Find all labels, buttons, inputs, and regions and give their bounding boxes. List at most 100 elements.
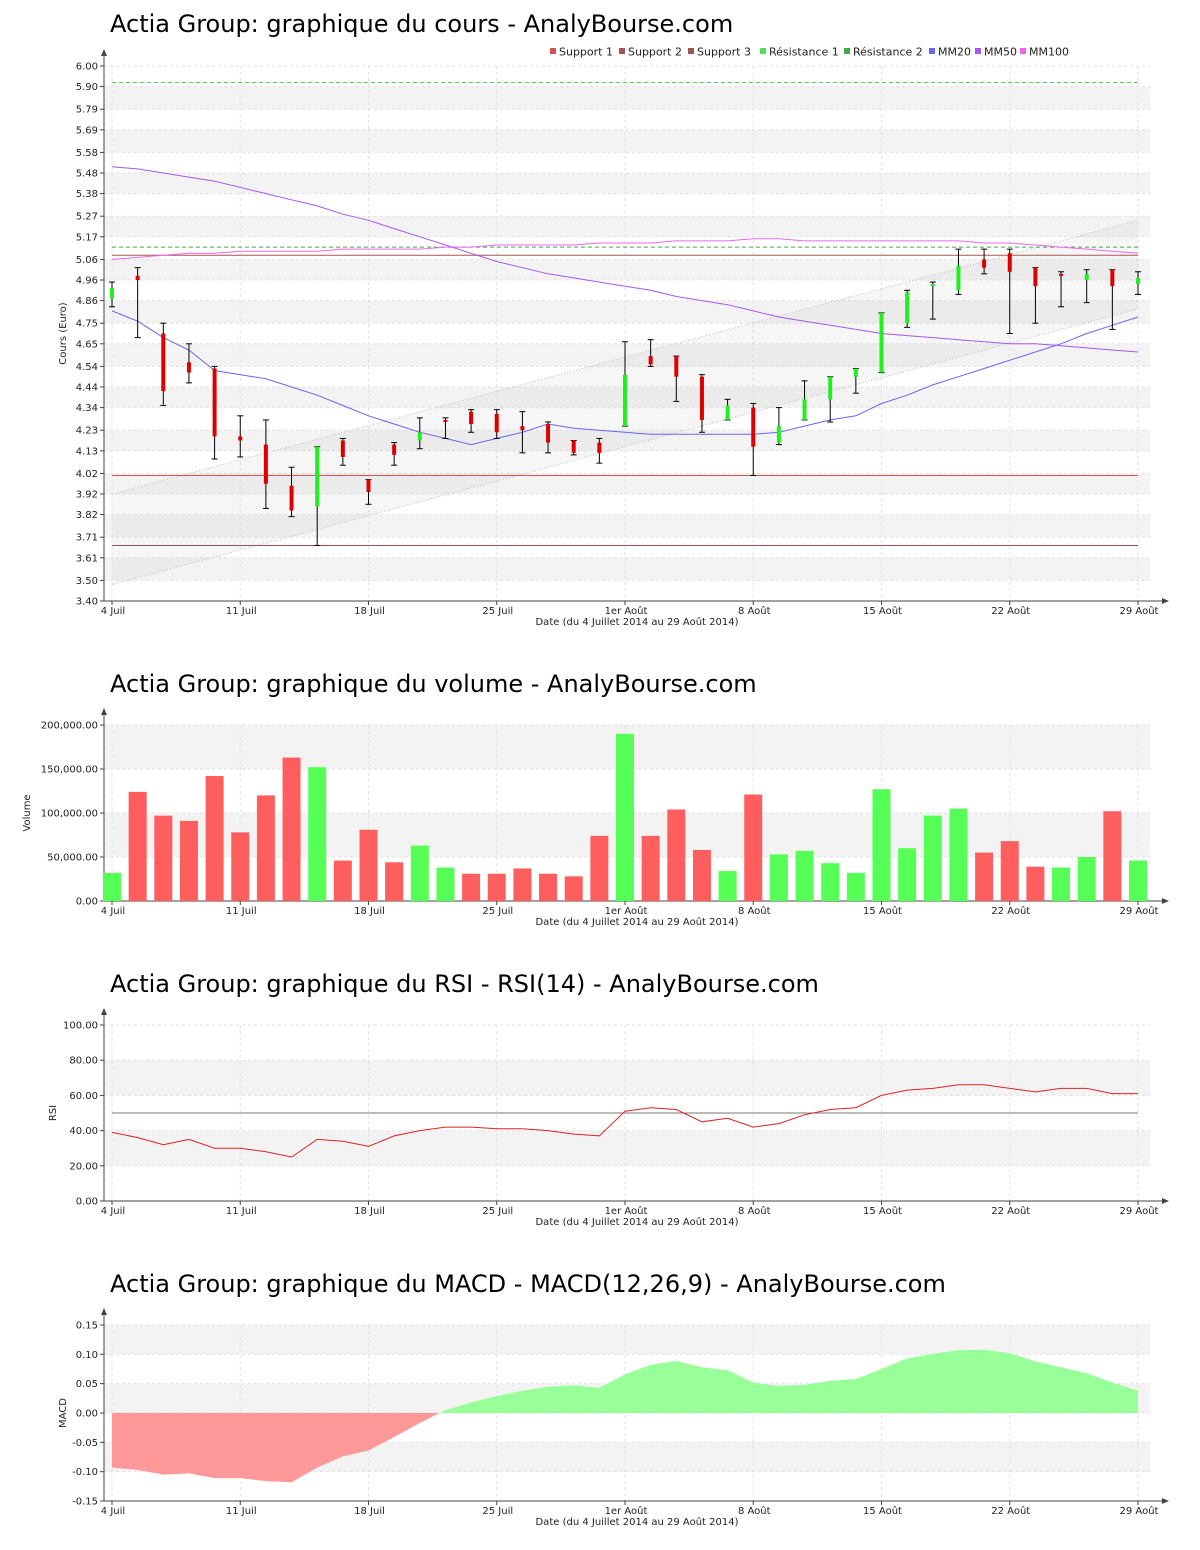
y-tick-label: 5.27 xyxy=(76,212,98,223)
x-tick-label: 4 Juil xyxy=(101,1506,125,1517)
y-tick-label: 0.00 xyxy=(76,1197,98,1208)
rsi-line xyxy=(111,1084,1138,1158)
mm50-line xyxy=(111,166,1139,353)
y-tick-label: 5.38 xyxy=(76,189,98,200)
candle-body xyxy=(1136,277,1140,285)
grid-band xyxy=(104,173,1150,194)
legend-label: MM50 xyxy=(984,46,1017,59)
volume-bar xyxy=(821,863,840,901)
candle-body xyxy=(982,259,987,268)
volume-bar xyxy=(718,871,737,901)
candle xyxy=(981,248,988,275)
candle xyxy=(570,440,577,456)
y-tick-label: 150,000.00 xyxy=(41,765,98,776)
candle xyxy=(493,409,500,439)
y-axis-title: Volume xyxy=(22,794,33,831)
x-tick-label: 11 Juil xyxy=(226,606,257,617)
volume-chart-title: Actia Group: graphique du volume - Analy… xyxy=(110,670,757,698)
rsi-chart: 0.00 20.00 40.00 60.00 80.00 100.00 4 Juil 11 J… xyxy=(48,1008,1169,1228)
candle-body xyxy=(1110,269,1115,287)
volume-bar xyxy=(282,757,301,901)
candle xyxy=(391,442,398,466)
candle xyxy=(801,380,808,421)
x-axis-title: Date (du 4 Juillet 2014 au 29 Août 2014) xyxy=(535,616,738,628)
candle-body xyxy=(289,485,294,511)
y-tick-label: 0.10 xyxy=(76,1350,98,1361)
volume-bar xyxy=(616,733,634,901)
legend-item: MM100 xyxy=(1020,46,1069,59)
candle-body xyxy=(623,374,627,427)
y-tick-label: 5.17 xyxy=(76,232,98,243)
volume-bar xyxy=(795,850,814,901)
y-tick-label: 0.00 xyxy=(76,897,98,908)
candle-body xyxy=(238,436,243,441)
candle-body xyxy=(161,333,166,392)
y-axis-title: RSI xyxy=(48,1105,59,1121)
legend-item: MM50 xyxy=(975,46,1017,59)
price-chart: 3.40 3.50 3.61 3.71 3.82 3.92 4.02 4.13 4.23 4.34… xyxy=(58,46,1169,628)
y-tick-label: 5.06 xyxy=(76,255,98,266)
candle-body xyxy=(1007,253,1012,272)
candle xyxy=(262,419,269,509)
candle-body xyxy=(1059,273,1064,276)
candle xyxy=(827,376,834,423)
x-tick-label: 25 Juil xyxy=(482,1506,513,1517)
candle xyxy=(160,322,167,407)
x-tick-label: 29 Août xyxy=(1120,605,1159,617)
candle xyxy=(673,355,680,402)
candle-body xyxy=(263,444,268,484)
candle xyxy=(314,446,321,546)
grid-band xyxy=(104,1130,1150,1166)
x-tick-label: 22 Août xyxy=(991,1505,1030,1517)
trend-channel-lower xyxy=(111,308,1139,586)
volume-bar xyxy=(487,873,506,901)
candle-body xyxy=(110,288,114,299)
mm20-line xyxy=(111,310,1139,446)
legend-item: Support 1 xyxy=(550,46,613,59)
x-tick-label: 1er Août xyxy=(605,1505,648,1517)
volume-bar xyxy=(410,845,429,901)
legend-item: Résistance 1 xyxy=(760,46,839,59)
y-tick-label: 3.40 xyxy=(76,597,98,608)
candle-body xyxy=(571,440,576,453)
volume-bar xyxy=(1129,860,1147,901)
legend-swatch xyxy=(844,48,850,54)
candle xyxy=(1006,248,1013,334)
legend-label: Résistance 2 xyxy=(853,46,923,59)
x-axis-arrow xyxy=(1162,1198,1169,1204)
candle-body xyxy=(751,407,756,447)
y-tick-label: -0.15 xyxy=(72,1497,98,1508)
legend-item: Support 2 xyxy=(619,46,682,59)
candle xyxy=(185,343,192,384)
candle xyxy=(134,267,141,339)
candle xyxy=(442,417,449,439)
legend-item: Résistance 2 xyxy=(844,46,923,59)
candle-body xyxy=(135,275,140,280)
macd-chart-title: Actia Group: graphique du MACD - MACD(12… xyxy=(110,1270,946,1298)
y-tick-label: 5.69 xyxy=(76,125,98,136)
mm100-line xyxy=(111,238,1139,260)
legend-label: MM100 xyxy=(1029,46,1069,59)
candle xyxy=(339,437,346,466)
x-tick-label: 4 Juil xyxy=(101,1206,125,1217)
volume-bar xyxy=(590,835,609,901)
volume-bar xyxy=(769,854,788,901)
candle-body xyxy=(443,419,448,422)
volume-bar xyxy=(564,876,583,901)
y-tick-label: 3.50 xyxy=(76,576,98,587)
candle-body xyxy=(315,446,320,507)
grid-band xyxy=(104,430,1150,451)
x-tick-label: 18 Juil xyxy=(354,1506,385,1517)
grid-band xyxy=(104,557,1150,581)
macd-negative-area xyxy=(112,1413,440,1483)
y-tick-label: 5.58 xyxy=(76,148,98,159)
x-tick-label: 4 Juil xyxy=(101,906,125,917)
x-tick-label: 18 Juil xyxy=(354,606,385,617)
legend-swatch xyxy=(760,48,766,54)
candle xyxy=(622,341,628,427)
candle-body xyxy=(212,368,217,437)
volume-bar xyxy=(436,867,455,901)
volume-bar xyxy=(1052,867,1071,901)
volume-bar xyxy=(359,829,378,901)
y-tick-label: 4.75 xyxy=(76,319,98,330)
